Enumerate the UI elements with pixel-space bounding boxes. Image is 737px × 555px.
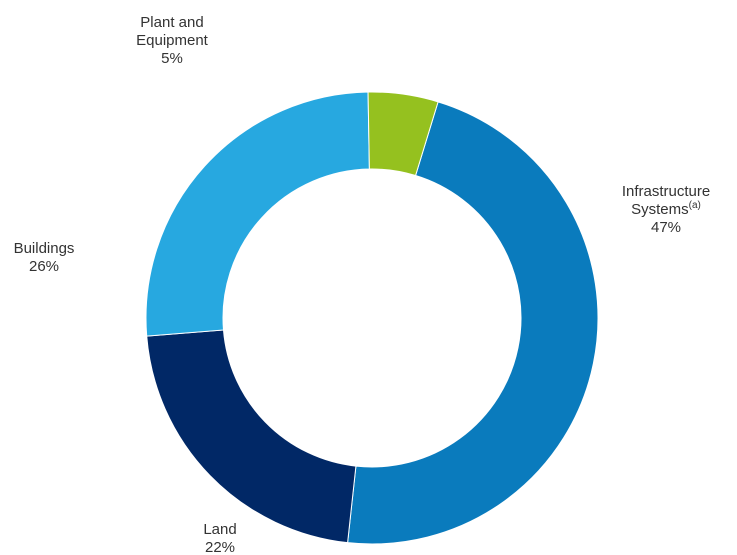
slice-labels: Infrastructure Systems(a) 47% Land 22% Buildi… (14, 14, 711, 555)
slice-label-buildings: Buildings 26% (14, 240, 75, 275)
slice-label-land: Land 22% (203, 521, 236, 555)
slice-label-plant-and-equipment: Plant and Equipment 5% (136, 14, 209, 67)
donut-slices (145, 91, 599, 545)
slice-land (146, 329, 357, 544)
slice-infrastructure-systems (347, 101, 599, 545)
slice-label-infrastructure-systems: Infrastructure Systems(a) 47% (622, 183, 710, 236)
slice-plant-and-equipment (367, 91, 439, 177)
slice-buildings (145, 91, 370, 337)
